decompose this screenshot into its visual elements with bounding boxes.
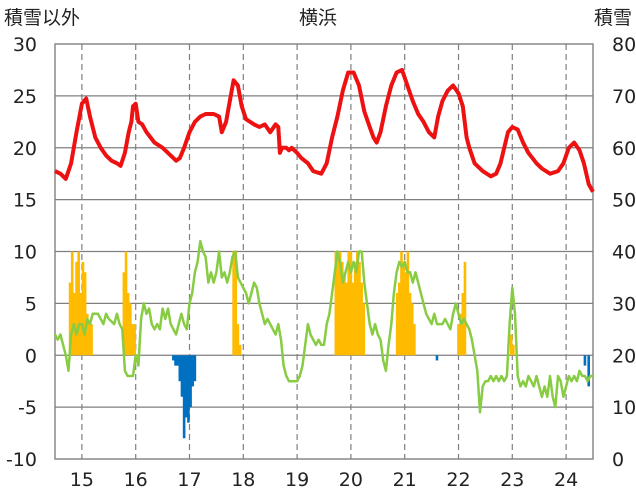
bar-mark — [182, 355, 186, 439]
y-left-tick-label: 5 — [25, 293, 37, 315]
bar-mark — [81, 261, 85, 356]
bar-mark — [463, 261, 467, 356]
y-left-tick-label: 25 — [13, 86, 37, 108]
x-tick-label: 19 — [285, 469, 309, 491]
bar-mark — [410, 303, 414, 356]
x-tick-label: 22 — [446, 469, 470, 491]
bar-mark — [236, 324, 240, 356]
chart-title: 横浜 — [299, 7, 337, 29]
bar-mark — [398, 282, 401, 356]
bar-mark — [174, 355, 177, 366]
bar-mark — [435, 355, 439, 361]
y-left-tick-label: 10 — [13, 242, 37, 264]
bar-mark — [408, 293, 412, 356]
bar-mark — [172, 355, 175, 361]
x-tick-label: 17 — [177, 469, 201, 491]
right-axis-title: 積雪 — [594, 7, 632, 29]
y-right-tick-label: 60 — [612, 138, 636, 160]
y-right-tick-label: 20 — [612, 345, 636, 367]
bar-mark — [184, 355, 188, 418]
bar-mark — [356, 251, 359, 356]
bar-mark — [85, 313, 89, 356]
bar-mark — [129, 303, 132, 356]
y-right-tick-label: 10 — [612, 397, 636, 419]
bar-mark — [351, 282, 355, 356]
non-snow-line — [53, 239, 593, 414]
bar-mark — [457, 324, 460, 356]
bar-mark — [189, 355, 192, 408]
bar-mark — [334, 251, 338, 356]
x-tick-label: 23 — [500, 469, 524, 491]
bar-mark — [509, 334, 513, 356]
bar-mark — [353, 261, 357, 356]
tick-labels: -10 -5 0 5 10 15 20 25 30 0 10 20 30 40 50 60 70 80 15 16 17… — [6, 34, 636, 491]
bar-mark — [400, 251, 403, 356]
bar-mark — [345, 282, 348, 356]
bar-mark — [406, 251, 410, 356]
bar-mark — [234, 251, 238, 356]
bar-mark — [362, 303, 366, 356]
y-right-tick-label: 50 — [612, 190, 636, 212]
bar-mark — [83, 272, 87, 356]
x-tick-label: 21 — [393, 469, 417, 491]
bar-mark — [191, 355, 195, 387]
y-left-tick-label: -5 — [18, 397, 37, 419]
bar-mark — [402, 261, 405, 356]
bar-mark — [336, 251, 340, 356]
y-right-tick-label: 0 — [612, 449, 624, 471]
bar-mark — [131, 324, 134, 356]
bar-mark — [122, 272, 126, 356]
bar-mark — [75, 261, 78, 356]
bar-mark — [77, 251, 80, 356]
x-tick-label: 15 — [70, 469, 94, 491]
bar-mark — [347, 251, 351, 356]
bar-mark — [193, 355, 197, 382]
y-right-tick-label: 30 — [612, 293, 636, 315]
y-left-tick-label: 0 — [25, 345, 37, 367]
bar-mark — [126, 293, 130, 356]
bar-mark — [340, 261, 344, 356]
bar-mark — [180, 355, 184, 397]
y-left-tick-label: 15 — [13, 190, 37, 212]
y-left-tick-label: 30 — [13, 34, 37, 56]
y-left-tick-label: 20 — [13, 138, 37, 160]
bar-mark — [395, 293, 399, 356]
bar-mark — [343, 272, 346, 356]
bar-mark — [70, 251, 74, 356]
bar-mark — [238, 344, 242, 356]
bar-mark — [413, 324, 416, 356]
bar-mark — [360, 282, 363, 356]
y-right-tick-label: 70 — [612, 86, 636, 108]
bar-mark — [358, 261, 361, 356]
y-right-tick-label: 80 — [612, 34, 636, 56]
bar-mark — [178, 355, 182, 382]
x-tick-label: 16 — [124, 469, 148, 491]
left-axis-title: 積雪以外 — [4, 7, 80, 29]
bar-mark — [512, 344, 515, 356]
bar-mark — [459, 313, 462, 356]
bar-mark — [338, 251, 342, 356]
bar-mark — [187, 355, 190, 423]
bar-mark — [68, 282, 72, 356]
x-tick-label: 20 — [339, 469, 363, 491]
bar-mark — [232, 251, 235, 356]
y-left-tick-label: -10 — [6, 449, 37, 471]
bar-mark — [176, 355, 179, 366]
x-tick-label: 18 — [231, 469, 255, 491]
bar-mark — [133, 324, 136, 356]
bar-mark — [583, 355, 587, 366]
bar-mark — [124, 251, 128, 356]
y-right-tick-label: 40 — [612, 242, 636, 264]
bar-mark — [461, 293, 465, 356]
line-series — [53, 67, 595, 414]
bar-mark — [349, 251, 353, 356]
bar-mark — [587, 355, 590, 387]
bar-mark — [404, 272, 408, 356]
snow-line — [54, 67, 595, 193]
bar-mark — [90, 324, 93, 356]
x-tick-label: 24 — [554, 469, 578, 491]
bar-mark — [88, 324, 91, 356]
